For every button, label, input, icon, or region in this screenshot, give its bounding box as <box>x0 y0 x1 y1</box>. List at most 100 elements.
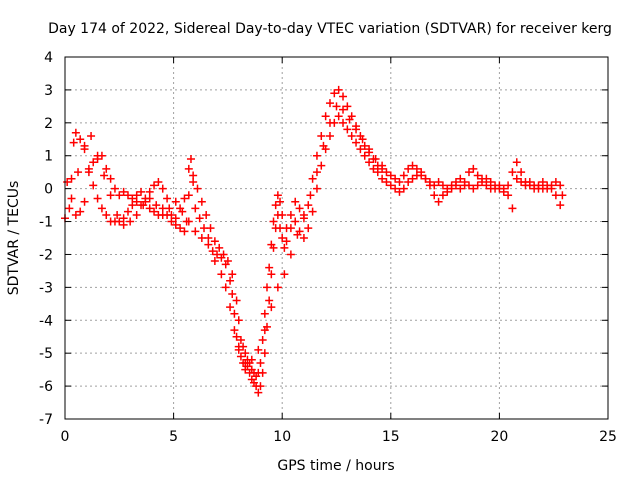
data-point <box>193 184 202 193</box>
y-tick-label: -6 <box>39 379 53 395</box>
data-point <box>339 105 348 114</box>
data-point <box>204 240 213 249</box>
y-axis-label: SDTVAR / TECUs <box>6 181 22 296</box>
data-point <box>180 227 189 236</box>
data-point <box>534 184 543 193</box>
data-point <box>430 181 439 190</box>
data-point <box>123 207 132 216</box>
data-point <box>236 352 245 361</box>
data-point <box>352 125 361 134</box>
data-point <box>267 303 276 312</box>
data-point <box>208 247 217 256</box>
data-point <box>219 250 228 259</box>
data-point <box>158 184 167 193</box>
data-point <box>150 207 159 216</box>
data-point <box>228 270 237 279</box>
grid-lines <box>65 57 608 419</box>
data-point <box>434 178 443 187</box>
data-point <box>262 283 271 292</box>
data-point <box>325 131 334 140</box>
data-point <box>260 349 269 358</box>
data-point <box>202 210 211 219</box>
data-point <box>113 210 122 219</box>
data-point <box>438 191 447 200</box>
data-point <box>332 102 341 111</box>
data-point <box>165 204 174 213</box>
data-point <box>456 184 465 193</box>
data-point <box>280 243 289 252</box>
data-point <box>525 178 534 187</box>
data-point <box>460 178 469 187</box>
data-point <box>256 382 265 391</box>
data-point <box>339 92 348 101</box>
data-point <box>408 161 417 170</box>
y-tick-label: -2 <box>39 247 53 263</box>
data-point <box>299 234 308 242</box>
data-point <box>163 194 172 203</box>
data-point <box>291 197 300 206</box>
data-point <box>325 99 334 108</box>
data-point <box>97 204 106 213</box>
data-point <box>447 181 456 190</box>
data-point <box>223 257 232 266</box>
data-point <box>102 164 111 173</box>
data-point <box>84 168 93 177</box>
data-point <box>371 155 380 164</box>
data-point <box>267 240 276 249</box>
data-point <box>206 224 215 233</box>
data-point <box>508 168 517 177</box>
data-point <box>412 164 421 173</box>
data-point <box>304 224 313 233</box>
y-tick-label: 4 <box>44 50 53 66</box>
data-point <box>356 145 365 154</box>
data-point <box>339 118 348 127</box>
data-point <box>456 174 465 183</box>
data-point <box>126 217 135 226</box>
data-point <box>184 217 193 226</box>
data-point <box>382 178 391 187</box>
data-point <box>319 141 328 150</box>
x-axis-label: GPS time / hours <box>277 458 394 474</box>
data-point <box>195 214 204 223</box>
data-point <box>312 168 321 177</box>
data-point <box>430 191 439 200</box>
data-point <box>321 112 330 121</box>
data-point <box>150 181 159 190</box>
data-point <box>486 178 495 187</box>
data-point <box>158 210 167 219</box>
data-point <box>499 184 508 193</box>
data-point <box>80 197 89 206</box>
y-tick-label: 1 <box>44 149 53 165</box>
data-point <box>286 250 295 259</box>
data-point <box>382 168 391 177</box>
data-point <box>167 217 176 226</box>
data-point <box>241 349 250 358</box>
data-point <box>317 131 326 140</box>
data-point <box>291 217 300 226</box>
data-point <box>241 359 250 368</box>
chart-title: Day 174 of 2022, Sidereal Day-to-day VTE… <box>48 21 612 37</box>
data-point <box>76 135 85 144</box>
data-point <box>482 174 491 183</box>
data-point <box>556 201 565 210</box>
x-tick-label: 25 <box>599 429 617 445</box>
data-point <box>228 289 237 298</box>
data-point <box>254 345 263 354</box>
data-point <box>260 309 269 318</box>
data-point <box>469 184 478 193</box>
data-point <box>517 168 526 177</box>
data-point <box>137 187 146 196</box>
data-point <box>308 174 317 183</box>
data-point <box>404 178 413 187</box>
data-point <box>293 230 302 239</box>
data-point <box>408 174 417 183</box>
data-point <box>210 237 219 246</box>
data-point <box>282 237 291 246</box>
x-tick-labels: 0 5 10 15 20 25 <box>61 429 617 445</box>
data-point <box>232 296 241 305</box>
x-tick-label: 0 <box>61 429 70 445</box>
data-point <box>132 210 141 219</box>
data-point <box>67 174 76 183</box>
data-point <box>308 207 317 216</box>
